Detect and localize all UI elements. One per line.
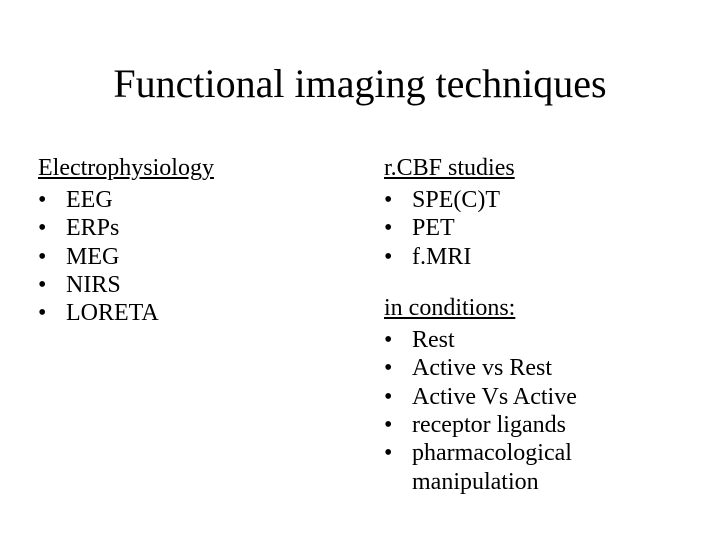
item-text: ERPs bbox=[66, 214, 344, 242]
list-item: •PET bbox=[384, 214, 690, 242]
bullet-icon: • bbox=[384, 186, 412, 214]
list-item: •Rest bbox=[384, 326, 690, 354]
list-item: •NIRS bbox=[38, 271, 344, 299]
item-text: EEG bbox=[66, 186, 344, 214]
list-item: •SPE(C)T bbox=[384, 186, 690, 214]
right-heading-1: r.CBF studies bbox=[384, 155, 690, 182]
list-item: •f.MRI bbox=[384, 243, 690, 271]
bullet-icon: • bbox=[38, 271, 66, 299]
item-text: Active vs Rest bbox=[412, 354, 690, 382]
item-text: SPE(C)T bbox=[412, 186, 690, 214]
right-column: r.CBF studies •SPE(C)T •PET •f.MRI in co… bbox=[374, 155, 690, 496]
list-item: •Active Vs Active bbox=[384, 383, 690, 411]
left-column: Electrophysiology •EEG •ERPs •MEG •NIRS … bbox=[30, 155, 344, 496]
list-item: •pharmacological manipulation bbox=[384, 439, 690, 496]
bullet-icon: • bbox=[384, 439, 412, 467]
list-item: •ERPs bbox=[38, 214, 344, 242]
bullet-icon: • bbox=[384, 243, 412, 271]
left-list: •EEG •ERPs •MEG •NIRS •LORETA bbox=[38, 186, 344, 328]
item-text: PET bbox=[412, 214, 690, 242]
list-item: •LORETA bbox=[38, 299, 344, 327]
item-text: LORETA bbox=[66, 299, 344, 327]
bullet-icon: • bbox=[384, 214, 412, 242]
bullet-icon: • bbox=[384, 411, 412, 439]
list-item: •EEG bbox=[38, 186, 344, 214]
item-text: Active Vs Active bbox=[412, 383, 690, 411]
bullet-icon: • bbox=[38, 214, 66, 242]
item-text: pharmacological manipulation bbox=[412, 439, 690, 496]
right-heading-2: in conditions: bbox=[384, 295, 690, 322]
right-list-2: •Rest •Active vs Rest •Active Vs Active … bbox=[384, 326, 690, 496]
bullet-icon: • bbox=[38, 243, 66, 271]
item-text: MEG bbox=[66, 243, 344, 271]
item-text: f.MRI bbox=[412, 243, 690, 271]
bullet-icon: • bbox=[384, 383, 412, 411]
list-item: •receptor ligands bbox=[384, 411, 690, 439]
item-text: NIRS bbox=[66, 271, 344, 299]
bullet-icon: • bbox=[38, 186, 66, 214]
bullet-icon: • bbox=[38, 299, 66, 327]
bullet-icon: • bbox=[384, 326, 412, 354]
item-text: Rest bbox=[412, 326, 690, 354]
slide-title: Functional imaging techniques bbox=[30, 60, 690, 107]
bullet-icon: • bbox=[384, 354, 412, 382]
columns-container: Electrophysiology •EEG •ERPs •MEG •NIRS … bbox=[30, 155, 690, 496]
list-item: •Active vs Rest bbox=[384, 354, 690, 382]
item-text: receptor ligands bbox=[412, 411, 690, 439]
right-list-1: •SPE(C)T •PET •f.MRI bbox=[384, 186, 690, 271]
left-heading: Electrophysiology bbox=[38, 155, 344, 182]
list-item: •MEG bbox=[38, 243, 344, 271]
